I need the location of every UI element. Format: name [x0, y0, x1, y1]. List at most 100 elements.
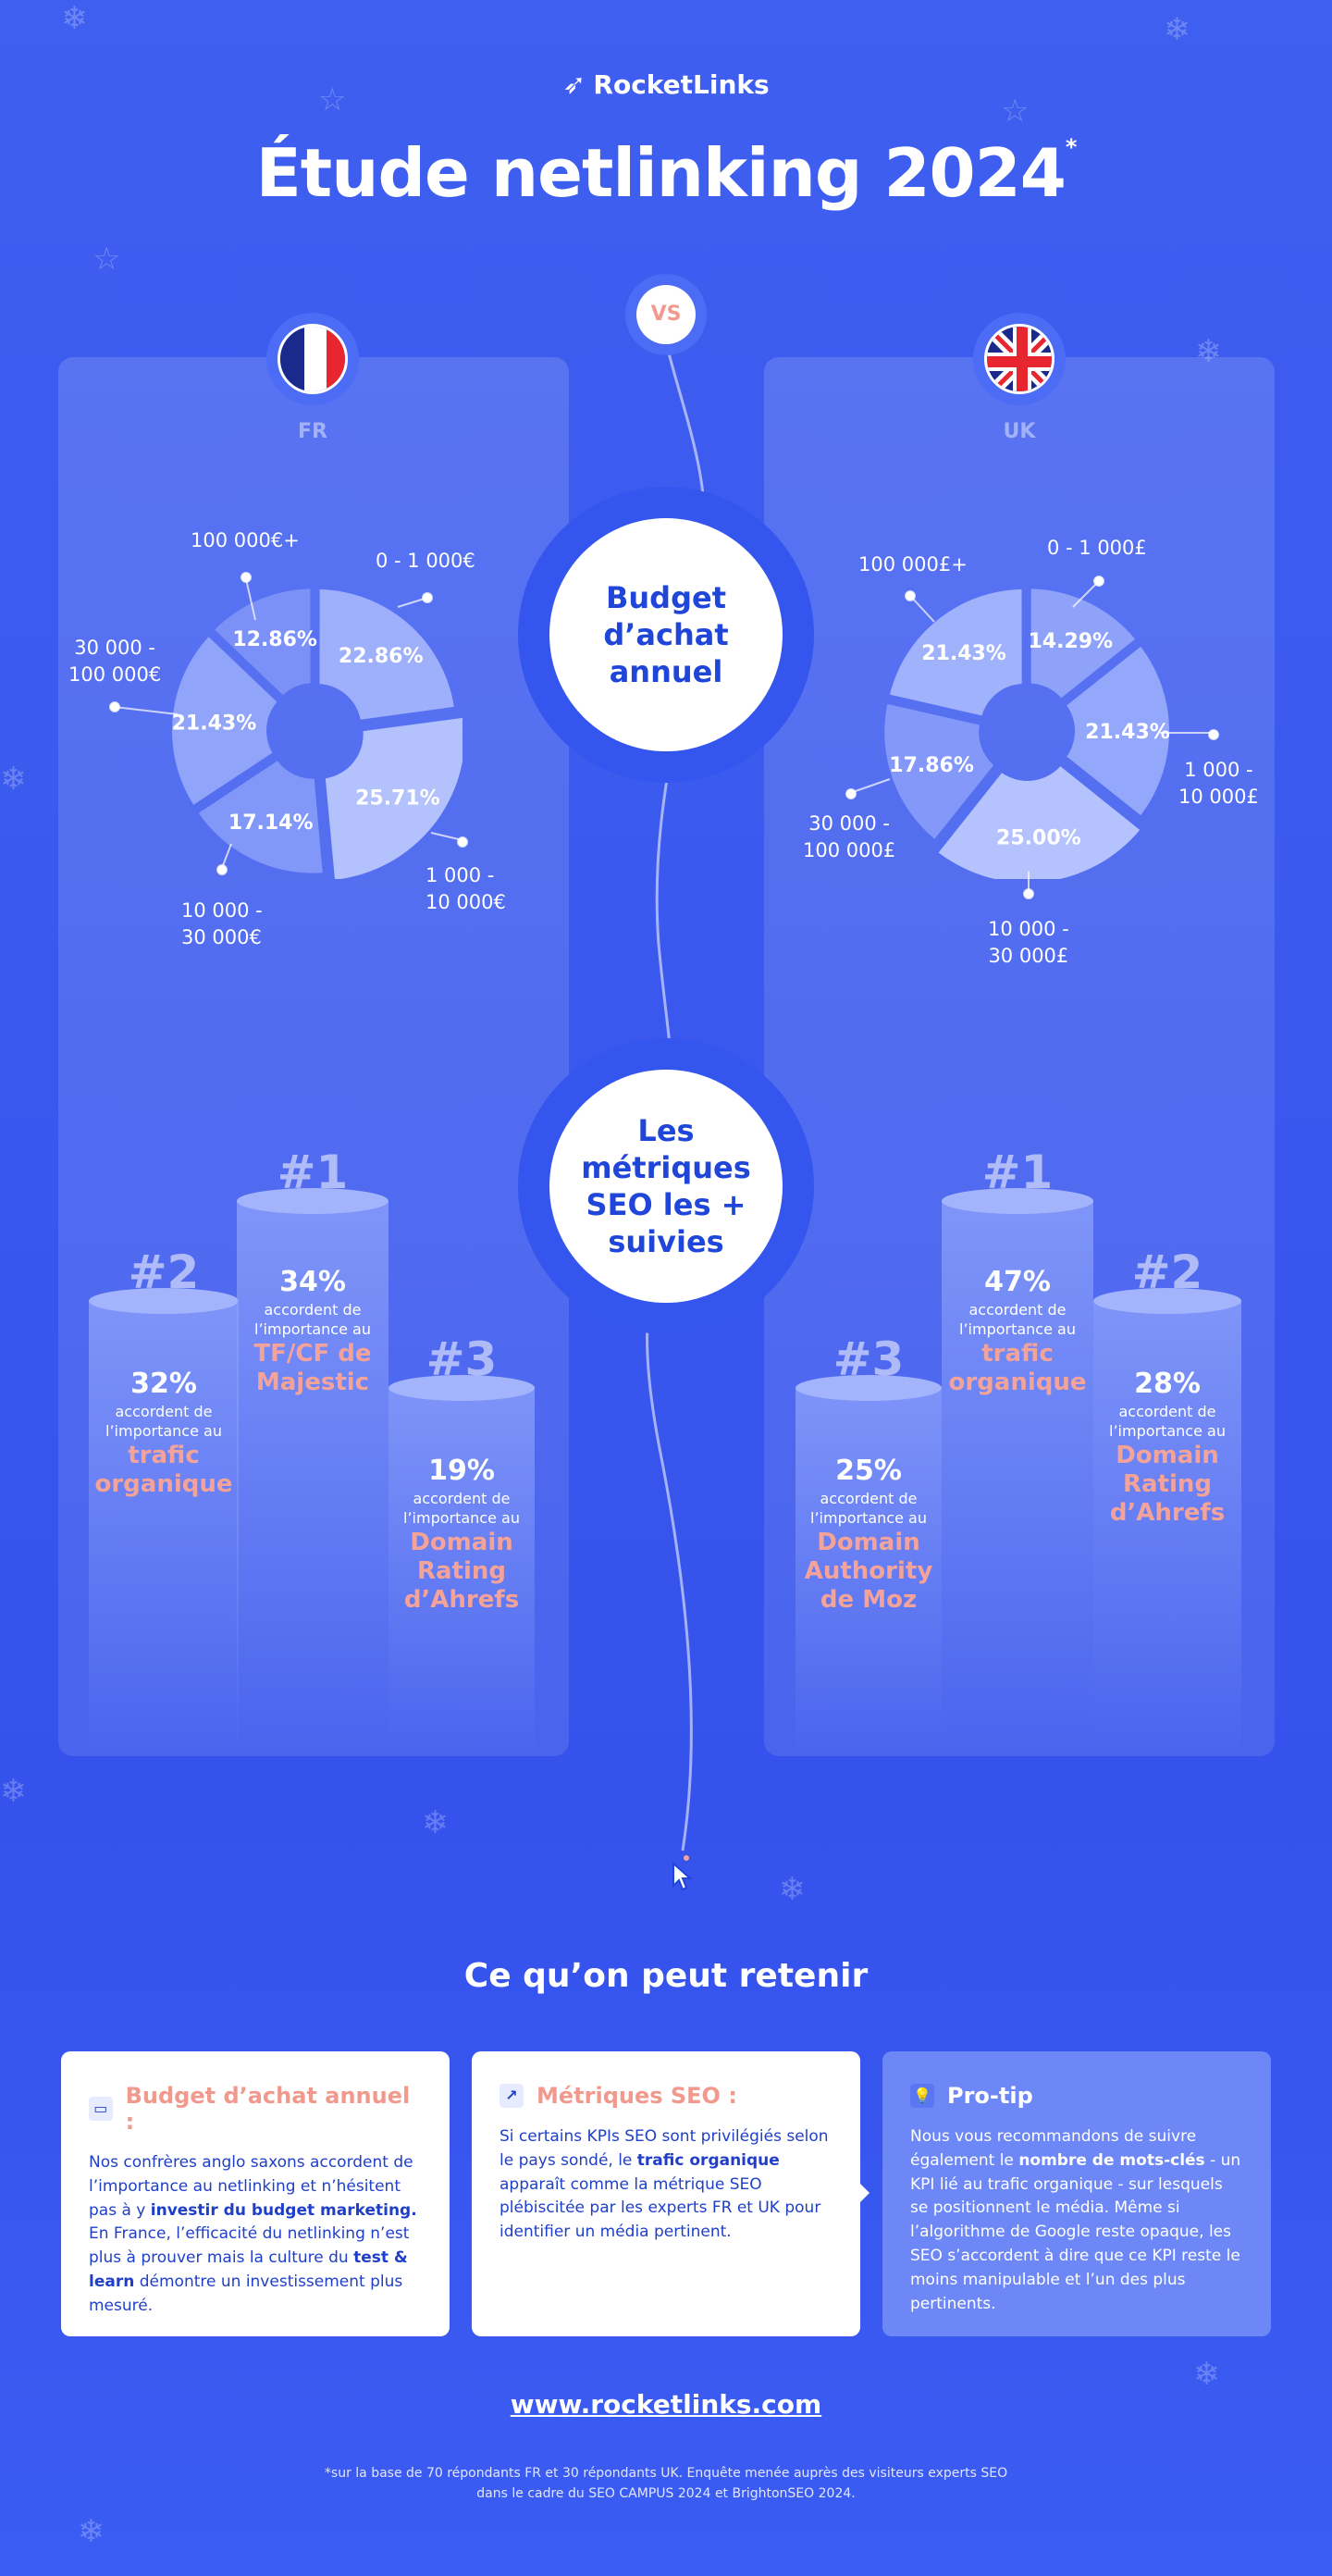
metrics-title-line: SEO les +	[586, 1187, 746, 1222]
card-title: Métriques SEO :	[536, 2083, 737, 2109]
fr-pie-label: 1 000 -10 000€	[426, 864, 506, 914]
uk-podium-first: #1 47% accordent de l’importance au trafi…	[942, 1146, 1093, 1756]
pie-slice-label: 22.86%	[339, 645, 424, 668]
vs-badge: VS	[625, 274, 707, 355]
metrics-title-line: Les	[637, 1113, 695, 1148]
card-arrow	[858, 2182, 870, 2204]
podium-rank: #1	[981, 1146, 1054, 1199]
card-title: Budget d’achat annuel :	[125, 2083, 411, 2135]
uk-pie-label: 0 - 1 000£	[1047, 537, 1147, 559]
page-title: Étude netlinking 2024*	[0, 134, 1332, 212]
fr-pie-label: 0 - 1 000€	[376, 550, 475, 572]
wallet-icon: ▭	[89, 2097, 113, 2121]
podium-caption: accordent de l’importance au	[105, 1403, 222, 1440]
pie-leader-lines	[109, 572, 1219, 899]
uk-flag	[973, 313, 1066, 405]
podium-caption: accordent de l’importance au	[254, 1301, 371, 1338]
pie-slice-label: 25.00%	[996, 826, 1081, 849]
podium-percent: 34%	[279, 1266, 346, 1298]
website-link[interactable]: www.rocketlinks.com	[510, 2389, 822, 2420]
pie-slice	[319, 589, 454, 720]
pie-slice-label: 21.43%	[921, 642, 1006, 665]
country-label-uk: UK	[1003, 420, 1036, 443]
podium-caption: accordent de l’importance au	[959, 1301, 1076, 1338]
protip-card: 💡 Pro-tip Nous vous recommandons de suivr…	[882, 2051, 1271, 2336]
star-icon: ☆	[318, 81, 347, 118]
uk-podium-second: #2 28% accordent de l’importance au Domai…	[1093, 1245, 1241, 1756]
fr-pie-label: 30 000 -100 000€	[68, 637, 162, 687]
fr-pie-label: 100 000€+	[191, 529, 300, 551]
podium-metric: TF/CF de Majestic	[253, 1340, 372, 1397]
fr-flag	[266, 313, 359, 405]
snowflake-icon: ❄	[1195, 333, 1222, 370]
budget-title-line: Budget	[606, 580, 726, 615]
title-text: Étude netlinking 2024	[255, 134, 1067, 212]
pie-slice	[884, 703, 994, 839]
pie-slice-label: 17.86%	[889, 754, 974, 777]
france-flag-icon	[278, 324, 348, 394]
card-body: Nos confrères anglo saxons accordent de …	[89, 2153, 417, 2315]
podium-metric: Domain Rating d’Ahrefs	[1109, 1442, 1226, 1528]
podium-caption: accordent de l’importance au	[810, 1490, 927, 1527]
podium-rank: #2	[128, 1245, 200, 1299]
country-label-fr: FR	[298, 420, 327, 443]
snowflake-icon: ❄	[1193, 2356, 1220, 2393]
podium-percent: 19%	[428, 1455, 495, 1487]
pie-slice	[172, 637, 278, 805]
budget-takeaway-card: ▭ Budget d’achat annuel : Nos confrères a…	[61, 2051, 450, 2336]
budget-title-line: d’achat	[603, 617, 729, 652]
podium-rank: #1	[277, 1146, 349, 1199]
fr-podium-first: #1 34% accordent de l’importance au TF/CF…	[237, 1146, 388, 1756]
snowflake-icon: ❄	[0, 1773, 27, 1810]
budget-section-title: Budget d’achat annuel	[549, 518, 783, 751]
brand-logo: ➶ RocketLinks	[0, 68, 1332, 101]
podium-rank: #3	[426, 1332, 498, 1386]
takeaways-title: Ce qu’on peut retenir	[463, 1957, 869, 1995]
footnote-line: dans le cadre du SEO CAMPUS 2024 et Brig…	[476, 2486, 856, 2502]
metrics-takeaway-card: ↗ Métriques SEO : Si certains KPIs SEO so…	[472, 2051, 860, 2336]
brand-name: RocketLinks	[593, 69, 770, 100]
fr-budget-pie-chart: 22.86% 25.71% 17.14% 21.43% 12.86%	[172, 588, 462, 879]
card-body: Si certains KPIs SEO sont privilégiés se…	[500, 2127, 829, 2242]
snowflake-icon: ❄	[779, 1871, 806, 1908]
uk-pie-label: 1 000 -10 000£	[1178, 759, 1259, 809]
uk-pie-label: 10 000 -30 000£	[988, 918, 1069, 968]
pie-slice-label: 12.86%	[232, 628, 317, 651]
card-body: Nous vous recommandons de suivre égaleme…	[910, 2127, 1241, 2313]
pie-slice-label: 14.29%	[1028, 630, 1113, 653]
podium-metric: trafic organique	[948, 1340, 1087, 1397]
snowflake-icon: ❄	[422, 1804, 449, 1841]
uk-pie-label: 30 000 -100 000£	[803, 812, 896, 862]
cursor-icon	[668, 1852, 696, 1893]
metrics-title-line: suivies	[608, 1224, 724, 1259]
uk-budget-pie-chart: 14.29% 21.43% 25.00% 17.86% 21.43%	[884, 588, 1170, 879]
vs-label: VS	[636, 285, 696, 344]
fr-podium-second: #2 32% accordent de l’importance au trafi…	[89, 1245, 239, 1756]
podium-metric: trafic organique	[94, 1442, 233, 1499]
footnote-line: *sur la base de 70 répondants FR et 30 r…	[324, 2466, 1008, 2481]
pie-slice-label: 25.71%	[355, 787, 440, 811]
footnote: *sur la base de 70 répondants FR et 30 r…	[0, 2463, 1332, 2505]
podium-caption: accordent de l’importance au	[1109, 1403, 1226, 1440]
snowflake-icon: ❄	[1164, 11, 1190, 48]
budget-title-line: annuel	[609, 654, 723, 689]
podium-rank: #2	[1131, 1245, 1203, 1299]
podium-percent: 32%	[130, 1368, 197, 1400]
podium-metric: Domain Rating d’Ahrefs	[403, 1529, 520, 1615]
pie-slice-label: 21.43%	[172, 712, 257, 735]
lightbulb-icon: 💡	[910, 2084, 934, 2108]
fr-pie-label: 10 000 -30 000€	[181, 899, 263, 949]
snowflake-icon: ❄	[0, 761, 27, 798]
metrics-title-line: métriques	[581, 1150, 751, 1185]
pie-slice	[198, 761, 323, 873]
metrics-section-badge: Les métriques SEO les + suivies	[518, 1038, 814, 1334]
snowflake-icon: ❄	[61, 0, 88, 37]
podium-percent: 47%	[984, 1266, 1051, 1298]
snowflake-icon: ❄	[78, 2513, 105, 2550]
pie-slice	[938, 766, 1141, 879]
podium-percent: 28%	[1134, 1368, 1201, 1400]
pie-slice	[1030, 588, 1136, 699]
pie-slice-label: 21.43%	[1085, 721, 1170, 744]
uk-pie-label: 100 000£+	[858, 553, 968, 576]
pie-slice	[215, 588, 311, 696]
